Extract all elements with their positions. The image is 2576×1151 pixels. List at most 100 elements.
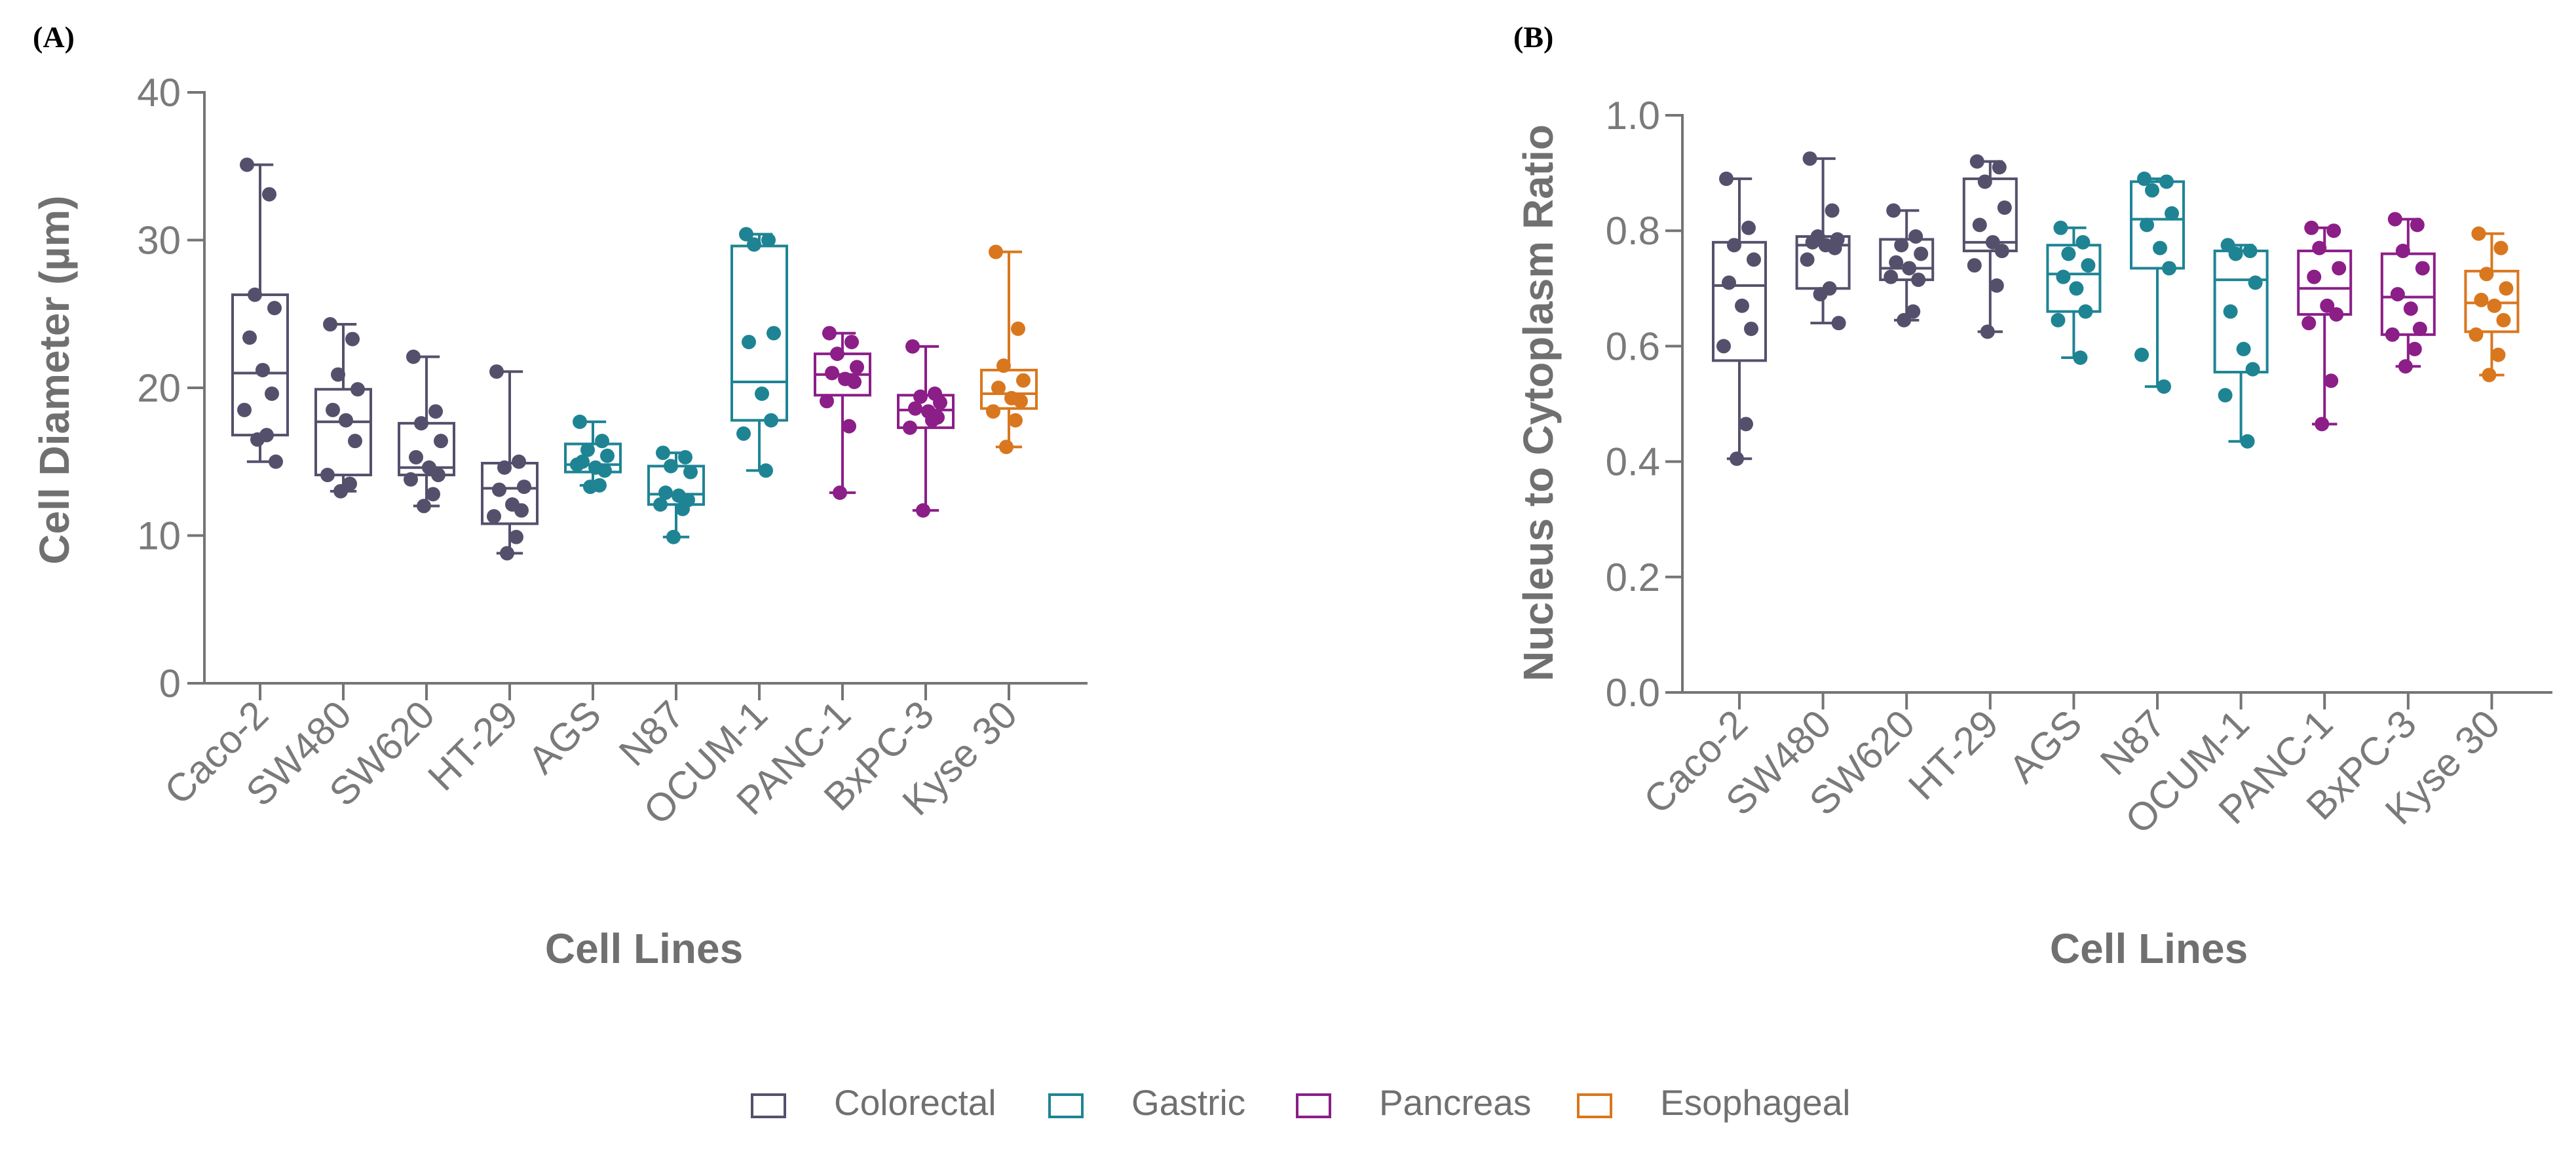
panel-a-data-point — [822, 326, 837, 341]
panel-b-data-point — [2324, 373, 2339, 388]
legend-swatch-gastric — [1048, 1093, 1084, 1118]
panel-a-data-point — [580, 442, 595, 457]
panel-a-data-point — [514, 503, 529, 518]
panel-a-data-point — [267, 301, 282, 316]
panel-a-data-point — [339, 413, 353, 428]
panel-a-data-point — [597, 463, 612, 478]
panel-b-data-point — [1716, 339, 1731, 354]
panel-a-data-point — [333, 483, 348, 499]
panel-a-data-point — [406, 349, 421, 364]
panel-a-y-axis-title: Cell Diameter (µm) — [31, 195, 78, 564]
panel-a-data-point — [323, 317, 337, 332]
panel-a-data-point — [755, 387, 769, 402]
panel-b-data-point — [1813, 287, 1828, 302]
panel-b-data-point — [2153, 240, 2167, 255]
panel-a-data-point — [675, 501, 690, 516]
panel-a-data-point — [683, 464, 698, 480]
panel-a-data-point — [913, 389, 928, 404]
panel-a-data-point — [509, 529, 523, 544]
panel-b-data-point — [1897, 312, 1912, 328]
legend-swatch-esophageal — [1577, 1093, 1612, 1118]
panel-a-label: (A) — [33, 20, 75, 54]
panel-b-data-point — [2162, 261, 2176, 276]
panel-a-data-point — [764, 413, 778, 428]
panel-b-data-point — [2315, 417, 2330, 432]
panel-a-data-point — [825, 366, 839, 381]
legend-label-colorectal: Colorectal — [834, 1082, 996, 1123]
legend-swatch-colorectal — [751, 1093, 786, 1118]
panel-b-data-point — [1969, 154, 1984, 169]
panel-a-data-point — [248, 287, 262, 302]
panel-b-data-point — [1977, 174, 1992, 189]
panel-b-data-point — [2165, 206, 2179, 221]
panel-b-data-point — [2499, 281, 2514, 296]
panel-a-data-point — [664, 459, 678, 474]
panel-a-data-point — [1013, 394, 1028, 409]
legend-label-pancreas: Pancreas — [1379, 1082, 1531, 1123]
panel-b-data-point — [2471, 226, 2486, 241]
panel-a-x-tick-label: AGS — [520, 692, 609, 782]
panel-b-data-point — [2078, 304, 2093, 319]
panel-a-data-point — [850, 360, 864, 375]
panel-b-y-tick-label: 1.0 — [1606, 94, 1660, 138]
panel-b-y-axis-title: Nucleus to Cytoplasm Ratio — [1515, 124, 1562, 681]
panel-b-data-point — [1730, 451, 1744, 466]
panel-a-y-tick-label: 30 — [137, 219, 181, 263]
panel-b-data-point — [2320, 298, 2335, 313]
panel-a-data-point — [916, 503, 930, 518]
panel-b-data-point — [2329, 307, 2344, 322]
panel-b-data-point — [2412, 321, 2427, 336]
panel-a-data-point — [830, 347, 844, 362]
legend: Colorectal Gastric Pancreas Esophageal — [751, 1082, 1851, 1123]
panel-b-x-axis-title: Cell Lines — [2050, 925, 2248, 972]
panel-b-data-point — [2236, 341, 2251, 356]
panel-b-data-point — [2137, 171, 2151, 186]
panel-a-data-point — [497, 460, 512, 475]
panel-a-data-point — [489, 364, 504, 379]
panel-a-data-point — [262, 187, 276, 202]
panel-a-data-point — [986, 404, 1000, 419]
panel-a-data-point — [903, 420, 917, 435]
panel-b-data-point — [2474, 292, 2489, 307]
panel-b-data-point — [1886, 203, 1901, 218]
panel-a-data-point — [658, 485, 673, 500]
panel-a-data-point — [925, 413, 939, 428]
panel-a-data-point — [991, 381, 1006, 395]
panel-b-data-point — [2134, 347, 2149, 362]
panel-b-data-point — [1735, 298, 1749, 313]
panel-a-data-point — [320, 468, 335, 483]
panel-b-data-point — [2248, 275, 2263, 290]
panel-b-data-point — [2307, 269, 2322, 284]
panel-a-data-point — [426, 487, 440, 502]
panel-a-data-point — [933, 395, 947, 410]
panel-a-data-point — [1016, 373, 1031, 388]
panel-a-data-point — [844, 335, 859, 350]
panel-b-data-point — [1739, 417, 1753, 432]
panel-b-data-point — [2332, 261, 2347, 276]
panel-b-plot-area: 0.00.20.40.60.81.0Caco-2SW480SW620HT-29A… — [1606, 94, 2552, 842]
panel-a-data-point — [1008, 413, 1023, 428]
panel-a-data-point — [666, 529, 681, 544]
panel-b-data-point — [2395, 244, 2410, 259]
panel-b-data-point — [2398, 359, 2413, 374]
panel-a-data-point — [350, 382, 365, 397]
panel-a-data-point — [908, 401, 922, 416]
panel-b-data-point — [1802, 151, 1817, 166]
panel-a-box — [314, 388, 372, 477]
panel-b-data-point — [1741, 220, 1756, 235]
panel-b-data-point — [1827, 240, 1842, 255]
panel-b-data-point — [2159, 174, 2174, 189]
panel-b-data-point — [2223, 304, 2238, 319]
panel-b-box — [1879, 238, 1935, 282]
panel-a-data-point — [242, 330, 257, 345]
panel-b: (B) Nucleus to Cytoplasm Ratio Cell Line… — [1513, 20, 2552, 972]
panel-b-data-point — [2061, 246, 2076, 261]
panel-a-data-point — [409, 449, 423, 464]
panel-a-data-point — [404, 472, 418, 487]
panel-b-data-point — [1884, 269, 1899, 284]
panel-b-data-point — [2243, 244, 2258, 259]
panel-b-data-point — [1894, 238, 1909, 253]
